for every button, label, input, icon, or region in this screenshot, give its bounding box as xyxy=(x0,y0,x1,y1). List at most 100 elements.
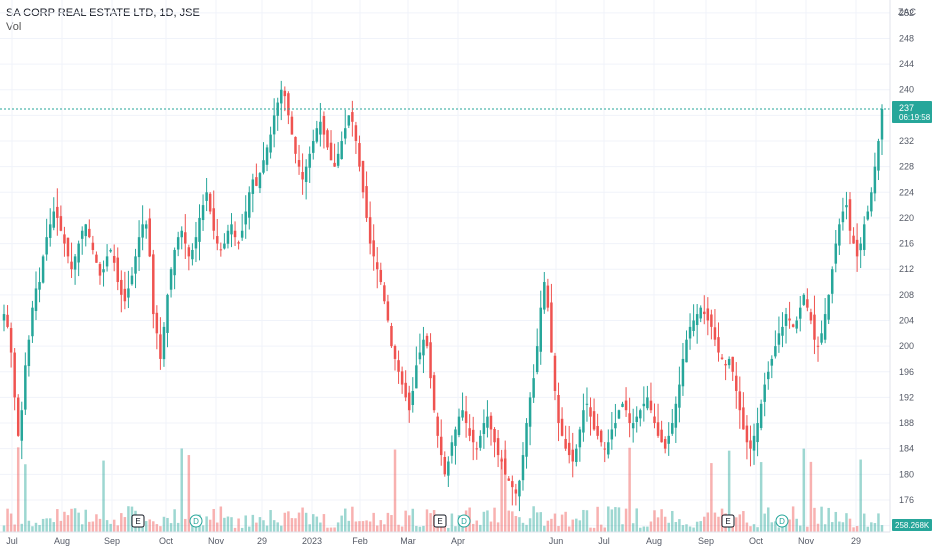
candle-body xyxy=(439,436,443,456)
candle-body xyxy=(205,192,208,201)
event-label: D xyxy=(779,517,785,526)
volume-bar xyxy=(859,459,862,532)
earnings-marker[interactable]: E xyxy=(131,514,145,528)
volume-bar xyxy=(20,523,24,532)
event-label: D xyxy=(461,517,467,526)
candle-body xyxy=(244,211,247,225)
candle-body xyxy=(315,128,319,142)
candle-body xyxy=(240,230,244,238)
candle-body xyxy=(571,449,574,462)
candle-body xyxy=(560,418,564,436)
volume-bar xyxy=(390,515,393,532)
candle-body xyxy=(191,249,194,260)
dividend-marker[interactable]: D xyxy=(457,514,471,528)
candle-body xyxy=(290,116,294,135)
candle-body xyxy=(464,411,468,424)
earnings-marker[interactable]: E xyxy=(433,514,447,528)
candle-body xyxy=(212,208,215,231)
candle-body xyxy=(45,237,48,255)
candle-body xyxy=(375,262,379,270)
volume-bar xyxy=(91,521,95,532)
candle-body xyxy=(742,407,745,430)
volume-bar xyxy=(379,520,383,532)
candle-body xyxy=(752,435,756,451)
candle-body xyxy=(749,440,752,449)
candle-body xyxy=(731,356,734,372)
candle-body xyxy=(48,224,52,238)
volume-bar xyxy=(503,449,507,532)
volume-bar xyxy=(31,526,34,532)
currency-label[interactable]: ZAC xyxy=(898,7,917,17)
chart-grid xyxy=(0,0,890,532)
volume-bar xyxy=(493,507,496,532)
candle-body xyxy=(610,429,614,440)
candle-body xyxy=(393,345,397,359)
candle-body xyxy=(585,403,589,405)
time-tick-label: Jun xyxy=(549,536,564,546)
volume-bar xyxy=(333,527,336,532)
candle-body xyxy=(88,228,91,238)
candle-body xyxy=(59,216,63,231)
candle-body xyxy=(521,455,525,481)
price-tick-label: 204 xyxy=(899,315,914,325)
candle-body xyxy=(287,93,290,116)
volume-bar xyxy=(226,516,230,532)
volume-bar xyxy=(418,526,422,532)
earnings-marker[interactable]: E xyxy=(721,514,735,528)
volume-bar xyxy=(539,512,542,532)
candle-body xyxy=(553,355,557,391)
price-axis[interactable]: ZAC2522482442402362322282242202162122082… xyxy=(889,0,932,550)
dividend-marker[interactable]: D xyxy=(189,514,203,528)
candle-body xyxy=(514,489,518,494)
time-axis[interactable]: Jul Aug Sep Oct Nov 29 2023 Feb Mar Apr Jun Jul Aug S… xyxy=(0,531,890,550)
volume-bar xyxy=(848,518,852,532)
volume-bar xyxy=(176,522,180,532)
candle-body xyxy=(6,314,9,327)
volume-bar xyxy=(230,517,233,532)
volume-bar xyxy=(120,513,123,532)
volume-bar xyxy=(148,519,151,532)
candle-body xyxy=(329,142,333,161)
volume-bar xyxy=(809,461,813,532)
volume-bar xyxy=(290,518,294,532)
candle-body xyxy=(411,390,415,406)
volume-bar xyxy=(667,522,670,532)
volume-bar xyxy=(237,518,240,532)
candle-body xyxy=(763,384,766,402)
candle-body xyxy=(479,435,482,448)
volume-bar xyxy=(187,455,191,532)
candle-body xyxy=(333,162,336,167)
dividend-icon xyxy=(457,514,471,528)
candle-body xyxy=(596,425,599,436)
candle-body xyxy=(34,288,38,312)
time-tick-label: Oct xyxy=(159,536,174,546)
volume-bar xyxy=(617,507,621,532)
candle-body xyxy=(535,346,539,373)
volume-bar xyxy=(646,526,649,532)
volume-bar xyxy=(553,513,557,532)
candle-body xyxy=(123,288,127,302)
volume-bar xyxy=(251,514,255,532)
volume-bar xyxy=(706,512,710,532)
candle-body xyxy=(511,481,514,488)
candle-body xyxy=(198,217,201,242)
candle-body xyxy=(16,397,20,436)
price-tick-label: 244 xyxy=(899,59,914,69)
candle-body xyxy=(567,442,571,456)
volume-bar xyxy=(375,525,379,532)
dividend-marker[interactable]: D xyxy=(775,514,789,528)
candle-body xyxy=(418,352,422,360)
volume-bar xyxy=(866,526,870,532)
volume-bar xyxy=(564,511,567,532)
candle-body xyxy=(237,242,240,244)
volume-bar xyxy=(308,524,311,532)
candle-body xyxy=(564,438,567,449)
candle-body xyxy=(308,153,311,168)
volume-bar xyxy=(575,518,578,532)
volume-bar xyxy=(258,517,262,532)
candle-body xyxy=(91,242,95,250)
candle-body xyxy=(500,459,503,462)
volume-bar xyxy=(628,447,631,532)
